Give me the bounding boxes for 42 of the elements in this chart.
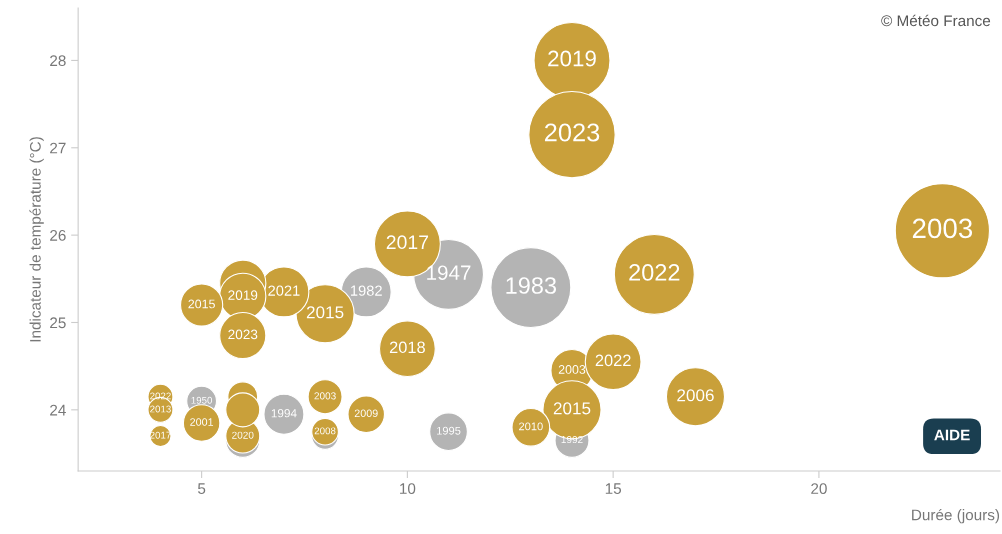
x-axis-title: Durée (jours) [912, 508, 1000, 524]
annotation: 2015 [306, 306, 344, 319]
annotation: 2008 [314, 427, 336, 435]
annotation: 1992 [561, 436, 583, 444]
annotation: 2006 [677, 389, 714, 402]
annotation: 2013 [150, 405, 171, 413]
x-tick-label: 10 [400, 483, 416, 495]
annotation: 2021 [268, 285, 300, 296]
annotation: 2003 [314, 392, 336, 400]
y-tick-label: 25 [50, 317, 66, 329]
annotation: 2015 [188, 299, 215, 309]
y-tick-label: 28 [50, 55, 66, 67]
annotation: AIDE [934, 429, 970, 441]
annotation: 2019 [228, 290, 258, 300]
annotation: 2017 [386, 235, 429, 250]
y-tick-label: 27 [50, 142, 66, 154]
annotation: 1947 [427, 265, 471, 280]
annotation: 2009 [354, 409, 378, 418]
y-tick-label: 26 [50, 230, 66, 241]
annotation: 2022 [595, 354, 631, 367]
annotation: 1994 [271, 409, 297, 418]
y-axis-title: Indicateur de température (°C) [29, 137, 44, 342]
x-tick-label: 15 [605, 483, 622, 495]
annotation: 2003 [912, 218, 973, 239]
annotation: 2022 [629, 264, 680, 281]
annotation: 2018 [389, 341, 425, 354]
annotation: 2023 [228, 329, 258, 340]
annotation: 2019 [548, 50, 596, 67]
annotation: 2023 [544, 123, 600, 142]
x-tick-label: 20 [811, 483, 827, 495]
annotation: 2001 [190, 418, 214, 426]
annotation: 1950 [191, 396, 213, 404]
annotation: 1995 [437, 426, 461, 435]
y-tick-label: 24 [50, 404, 66, 416]
annotation: 2015 [553, 402, 591, 415]
annotation: © Météo France [881, 14, 991, 27]
annotation: 1983 [506, 277, 557, 294]
annotation: 2022 [150, 392, 171, 400]
annotation: 2010 [519, 422, 543, 431]
annotation: 2003 [558, 365, 586, 374]
annotation: 1982 [351, 285, 382, 296]
x-tick-label: 5 [197, 483, 206, 495]
